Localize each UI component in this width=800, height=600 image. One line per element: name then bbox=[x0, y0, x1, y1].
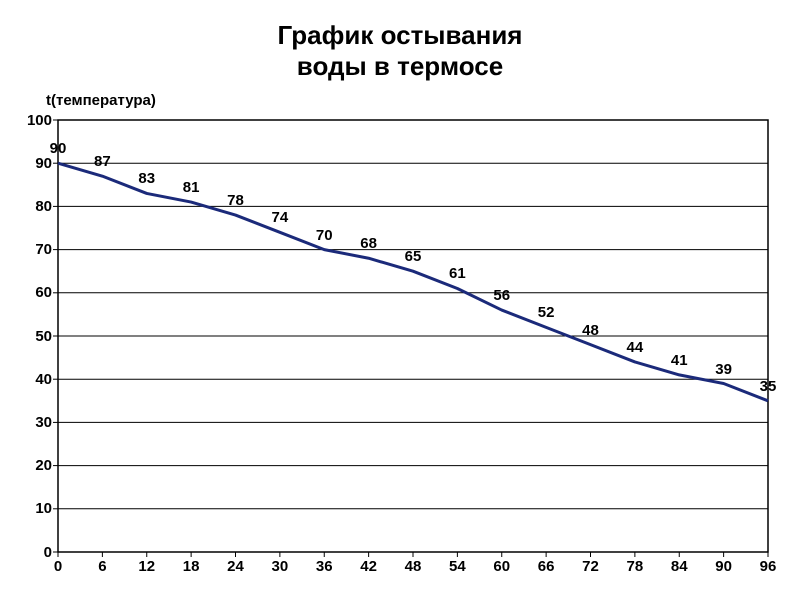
y-tick-label: 50 bbox=[35, 328, 52, 345]
x-tick-label: 18 bbox=[183, 558, 200, 575]
data-point-label: 56 bbox=[493, 287, 510, 304]
x-tick-label: 0 bbox=[54, 558, 62, 575]
data-point-label: 68 bbox=[360, 235, 377, 252]
data-point-label: 83 bbox=[138, 170, 155, 187]
x-tick-label: 48 bbox=[405, 558, 422, 575]
data-point-label: 87 bbox=[94, 153, 111, 170]
y-axis-label: t(температура) bbox=[46, 92, 156, 109]
y-tick-label: 30 bbox=[35, 414, 52, 431]
x-tick-label: 54 bbox=[449, 558, 466, 575]
y-tick-label: 90 bbox=[35, 155, 52, 172]
y-tick-label: 70 bbox=[35, 241, 52, 258]
chart-title-line2: воды в термосе bbox=[0, 51, 800, 82]
data-point-label: 41 bbox=[671, 352, 688, 369]
chart-plot-area bbox=[58, 120, 768, 552]
data-point-label: 74 bbox=[272, 209, 289, 226]
x-tick-label: 42 bbox=[360, 558, 377, 575]
data-point-label: 48 bbox=[582, 322, 599, 339]
y-tick-label: 0 bbox=[44, 544, 52, 561]
data-point-label: 78 bbox=[227, 192, 244, 209]
y-tick-label: 80 bbox=[35, 198, 52, 215]
chart-title: График остывания воды в термосе bbox=[0, 20, 800, 82]
chart-title-line1: График остывания bbox=[0, 20, 800, 51]
y-tick-label: 100 bbox=[27, 112, 52, 129]
x-tick-label: 90 bbox=[715, 558, 732, 575]
x-tick-label: 6 bbox=[98, 558, 106, 575]
x-tick-label: 30 bbox=[272, 558, 289, 575]
data-point-label: 90 bbox=[50, 140, 67, 157]
y-tick-label: 10 bbox=[35, 500, 52, 517]
data-point-label: 61 bbox=[449, 265, 466, 282]
x-tick-label: 96 bbox=[760, 558, 777, 575]
x-tick-label: 66 bbox=[538, 558, 555, 575]
x-tick-label: 72 bbox=[582, 558, 599, 575]
x-tick-label: 60 bbox=[493, 558, 510, 575]
data-point-label: 65 bbox=[405, 248, 422, 265]
x-tick-label: 12 bbox=[138, 558, 155, 575]
data-point-label: 81 bbox=[183, 179, 200, 196]
x-tick-label: 36 bbox=[316, 558, 333, 575]
y-tick-label: 60 bbox=[35, 284, 52, 301]
data-point-label: 35 bbox=[760, 378, 777, 395]
data-point-label: 39 bbox=[715, 361, 732, 378]
chart-svg bbox=[58, 120, 768, 552]
data-point-label: 52 bbox=[538, 304, 555, 321]
x-tick-label: 78 bbox=[627, 558, 644, 575]
data-point-label: 70 bbox=[316, 227, 333, 244]
y-tick-label: 40 bbox=[35, 371, 52, 388]
x-tick-label: 84 bbox=[671, 558, 688, 575]
data-point-label: 44 bbox=[627, 339, 644, 356]
y-tick-label: 20 bbox=[35, 457, 52, 474]
x-tick-label: 24 bbox=[227, 558, 244, 575]
